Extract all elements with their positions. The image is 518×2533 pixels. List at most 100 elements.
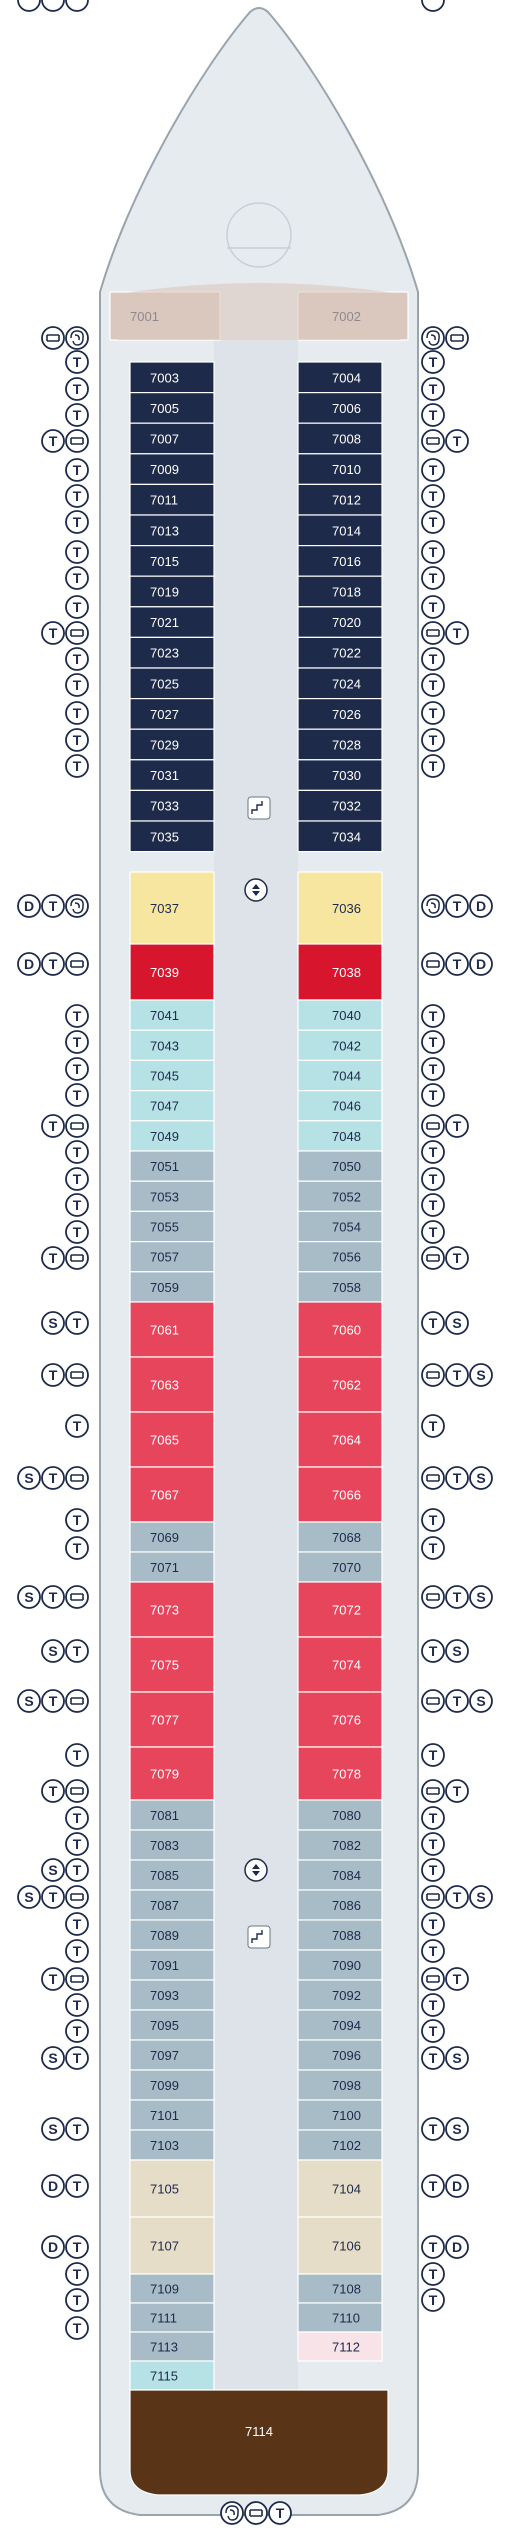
cabin-7094[interactable]: 7094: [297, 2009, 383, 2041]
cabin-7075[interactable]: 7075: [129, 1636, 215, 1693]
cabin-7011[interactable]: 7011: [129, 483, 215, 516]
cabin-7110[interactable]: 7110: [297, 2302, 383, 2333]
cabin-7047[interactable]: 7047: [129, 1089, 215, 1122]
cabin-7033[interactable]: 7033: [129, 789, 215, 822]
cabin-7068[interactable]: 7068: [297, 1521, 383, 1553]
cabin-7079[interactable]: 7079: [129, 1746, 215, 1801]
cabin-7083[interactable]: 7083: [129, 1829, 215, 1861]
cabin-7052[interactable]: 7052: [297, 1180, 383, 1212]
cabin-7016[interactable]: 7016: [297, 544, 383, 577]
cabin-7053[interactable]: 7053: [129, 1180, 215, 1212]
cabin-7072[interactable]: 7072: [297, 1581, 383, 1638]
cabin-7089[interactable]: 7089: [129, 1919, 215, 1951]
cabin-7044[interactable]: 7044: [297, 1059, 383, 1092]
cabin-7080[interactable]: 7080: [297, 1799, 383, 1831]
cabin-7054[interactable]: 7054: [297, 1210, 383, 1243]
cabin-7012[interactable]: 7012: [297, 483, 383, 516]
cabin-7056[interactable]: 7056: [297, 1240, 383, 1273]
cabin-7077[interactable]: 7077: [129, 1691, 215, 1748]
cabin-7063[interactable]: 7063: [129, 1356, 215, 1413]
cabin-7057[interactable]: 7057: [129, 1240, 215, 1273]
cabin-7092[interactable]: 7092: [297, 1979, 383, 2011]
cabin-7026[interactable]: 7026: [297, 697, 383, 730]
cabin-7086[interactable]: 7086: [297, 1889, 383, 1921]
cabin-7108[interactable]: 7108: [297, 2273, 383, 2304]
cabin-7018[interactable]: 7018: [297, 575, 383, 608]
cabin-7015[interactable]: 7015: [129, 544, 215, 577]
cabin-7074[interactable]: 7074: [297, 1636, 383, 1693]
cabin-7069[interactable]: 7069: [129, 1521, 215, 1553]
cabin-7022[interactable]: 7022: [297, 636, 383, 669]
cabin-7112[interactable]: 7112: [297, 2331, 383, 2362]
cabin-7042[interactable]: 7042: [297, 1029, 383, 1061]
cabin-7007[interactable]: 7007: [129, 422, 215, 455]
cabin-7095[interactable]: 7095: [129, 2009, 215, 2041]
cabin-7035[interactable]: 7035: [129, 820, 215, 853]
cabin-7045[interactable]: 7045: [129, 1059, 215, 1092]
cabin-7050[interactable]: 7050: [297, 1150, 383, 1182]
cabin-7065[interactable]: 7065: [129, 1411, 215, 1468]
cabin-7081[interactable]: 7081: [129, 1799, 215, 1831]
cabin-7096[interactable]: 7096: [297, 2039, 383, 2071]
cabin-7048[interactable]: 7048: [297, 1120, 383, 1152]
cabin-7115[interactable]: 7115: [129, 2360, 215, 2391]
cabin-7107[interactable]: 7107: [129, 2216, 215, 2275]
cabin-7059[interactable]: 7059: [129, 1271, 215, 1303]
cabin-7103[interactable]: 7103: [129, 2129, 215, 2161]
cabin-7055[interactable]: 7055: [129, 1210, 215, 1243]
cabin-7085[interactable]: 7085: [129, 1859, 215, 1891]
cabin-7066[interactable]: 7066: [297, 1466, 383, 1523]
cabin-7030[interactable]: 7030: [297, 759, 383, 791]
cabin-7034[interactable]: 7034: [297, 820, 383, 853]
cabin-7046[interactable]: 7046: [297, 1089, 383, 1122]
cabin-7084[interactable]: 7084: [297, 1859, 383, 1891]
cabin-7082[interactable]: 7082: [297, 1829, 383, 1861]
cabin-7067[interactable]: 7067: [129, 1466, 215, 1523]
cabin-7076[interactable]: 7076: [297, 1691, 383, 1748]
cabin-7043[interactable]: 7043: [129, 1029, 215, 1061]
cabin-7091[interactable]: 7091: [129, 1949, 215, 1981]
cabin-7062[interactable]: 7062: [297, 1356, 383, 1413]
cabin-7106[interactable]: 7106: [297, 2216, 383, 2275]
cabin-7093[interactable]: 7093: [129, 1979, 215, 2011]
cabin-7024[interactable]: 7024: [297, 667, 383, 700]
cabin-7027[interactable]: 7027: [129, 697, 215, 730]
cabin-7013[interactable]: 7013: [129, 514, 215, 547]
cabin-7105[interactable]: 7105: [129, 2159, 215, 2218]
cabin-7019[interactable]: 7019: [129, 575, 215, 608]
cabin-7041[interactable]: 7041: [129, 999, 215, 1031]
cabin-7005[interactable]: 7005: [129, 392, 215, 424]
cabin-7008[interactable]: 7008: [297, 422, 383, 455]
cabin-7098[interactable]: 7098: [297, 2069, 383, 2101]
cabin-7029[interactable]: 7029: [129, 728, 215, 761]
cabin-7061[interactable]: 7061: [129, 1301, 215, 1358]
cabin-7014[interactable]: 7014: [297, 514, 383, 547]
cabin-7021[interactable]: 7021: [129, 606, 215, 638]
cabin-7040[interactable]: 7040: [297, 999, 383, 1031]
cabin-7111[interactable]: 7111: [129, 2302, 215, 2333]
cabin-7058[interactable]: 7058: [297, 1271, 383, 1303]
cabin-7060[interactable]: 7060: [297, 1301, 383, 1358]
cabin-7006[interactable]: 7006: [297, 392, 383, 424]
cabin-7109[interactable]: 7109: [129, 2273, 215, 2304]
cabin-7004[interactable]: 7004: [297, 361, 383, 394]
cabin-7031[interactable]: 7031: [129, 759, 215, 791]
cabin-7037[interactable]: 7037: [129, 871, 215, 945]
cabin-7101[interactable]: 7101: [129, 2099, 215, 2131]
cabin-7009[interactable]: 7009: [129, 453, 215, 485]
cabin-7102[interactable]: 7102: [297, 2129, 383, 2161]
cabin-7023[interactable]: 7023: [129, 636, 215, 669]
cabin-7073[interactable]: 7073: [129, 1581, 215, 1638]
cabin-7049[interactable]: 7049: [129, 1120, 215, 1152]
cabin-7003[interactable]: 7003: [129, 361, 215, 394]
cabin-7087[interactable]: 7087: [129, 1889, 215, 1921]
cabin-7100[interactable]: 7100: [297, 2099, 383, 2131]
cabin-7113[interactable]: 7113: [129, 2331, 215, 2362]
cabin-7078[interactable]: 7078: [297, 1746, 383, 1801]
cabin-7064[interactable]: 7064: [297, 1411, 383, 1468]
cabin-7025[interactable]: 7025: [129, 667, 215, 700]
cabin-7028[interactable]: 7028: [297, 728, 383, 761]
cabin-7070[interactable]: 7070: [297, 1551, 383, 1583]
cabin-7032[interactable]: 7032: [297, 789, 383, 822]
cabin-7010[interactable]: 7010: [297, 453, 383, 485]
